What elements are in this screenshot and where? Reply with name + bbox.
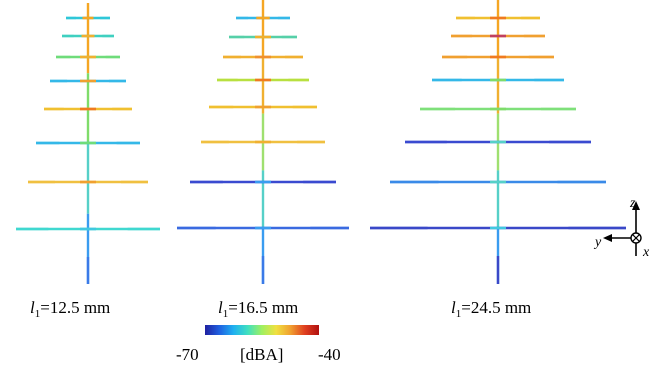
coordinate-axes: z y x xyxy=(593,196,650,260)
y-axis-label: y xyxy=(593,235,602,250)
panel-1-caption: l1=12.5 mm xyxy=(30,298,110,320)
antenna-panel-2 xyxy=(177,0,349,284)
colorbar-unit-label: [dBA] xyxy=(240,345,283,364)
y-axis-arrowhead xyxy=(603,234,612,242)
panel-3-caption: l1=24.5 mm xyxy=(451,298,531,320)
antenna-panel-1 xyxy=(16,3,160,284)
colorbar-min-label: -70 xyxy=(176,345,199,364)
z-axis-label: z xyxy=(629,196,636,211)
panel-2-caption: l1=16.5 mm xyxy=(218,298,298,320)
x-axis-label: x xyxy=(642,245,650,260)
colorbar xyxy=(205,325,319,335)
z-axis-arrowhead xyxy=(632,201,640,210)
colorbar-max-label: -40 xyxy=(318,345,341,364)
antenna-panel-3 xyxy=(370,0,626,284)
